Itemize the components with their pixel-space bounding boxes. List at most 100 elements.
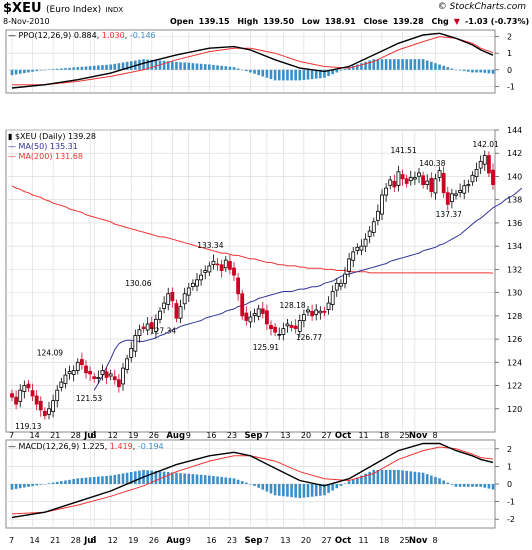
macd-legend-v3: -0.194 <box>137 442 164 451</box>
candle-up <box>334 282 339 291</box>
ppo-hist-bar <box>31 69 34 72</box>
x-tick-label-bottom: 19 <box>128 536 138 545</box>
price-annotation: 142.01 <box>473 140 499 149</box>
candle-down <box>240 293 245 317</box>
macd-hist-bar <box>442 480 445 484</box>
brand-watermark: © StockCharts.com <box>437 2 526 12</box>
macd-hist-bar <box>47 483 51 484</box>
candle-up <box>153 318 158 332</box>
candle-up <box>22 385 27 392</box>
ppo-legend: — PPO(12,26,9) 0.884, 1.030, -0.146 <box>8 31 156 40</box>
macd-hist-bar <box>245 482 248 484</box>
candle-up <box>412 177 417 180</box>
macd-hist-bar <box>347 481 351 484</box>
candle-up <box>466 184 471 187</box>
x-tick-label-bottom: 25 <box>400 536 410 545</box>
macd-hist-bar <box>302 484 306 498</box>
macd-hist-bar <box>446 482 450 484</box>
macd-hist-bar <box>282 484 285 497</box>
ppo-hist-bar <box>487 69 491 74</box>
macd-hist-bar <box>421 472 425 484</box>
ppo-hist-bar <box>10 69 14 76</box>
candle-down <box>170 291 175 302</box>
symbol-description: (Euro Index) <box>46 5 102 15</box>
candle-up <box>437 170 442 178</box>
candle-up <box>470 174 475 183</box>
macd-hist-bar <box>97 476 100 484</box>
ppo-hist-bar <box>273 69 277 81</box>
candle-up <box>482 155 487 165</box>
price-annotation: 133.34 <box>197 241 223 250</box>
macd-hist-bar <box>376 469 380 484</box>
ppo-hist-bar <box>327 69 330 76</box>
ppo-hist-bar <box>343 68 347 70</box>
ppo-hist-bar <box>55 68 59 70</box>
x-tick-label: 7 <box>264 431 269 440</box>
candle-up <box>347 258 352 272</box>
macd-hist-bar <box>434 476 437 484</box>
candle-down <box>293 325 298 330</box>
macd-hist-bar <box>105 475 108 484</box>
macd-hist-bar <box>18 484 22 489</box>
y-tick-label: -1 <box>507 82 515 91</box>
ppo-hist-bar <box>240 69 244 71</box>
macd-hist-bar <box>380 469 384 484</box>
ppo-hist-bar <box>393 59 396 70</box>
x-tick-label-bottom: 7 <box>9 536 14 545</box>
macd-legend-v2: 1.419 <box>109 442 133 451</box>
macd-legend-line-icon: — <box>8 442 16 451</box>
candle-up <box>462 185 467 194</box>
down-triangle-icon: ▼ <box>453 17 460 26</box>
price-annotation: 137.37 <box>436 210 462 219</box>
ppo-hist-bar <box>162 60 166 70</box>
price-annotation: 121.53 <box>76 394 102 403</box>
ppo-hist-bar <box>413 59 417 70</box>
macd-hist-bar <box>253 484 256 486</box>
ppo-hist-bar <box>302 69 306 80</box>
ppo-legend-name: PPO(12,26,9) <box>18 31 72 40</box>
candle-up <box>203 270 208 273</box>
candle-up <box>281 328 286 335</box>
candle-down <box>445 192 450 205</box>
y-tick-label: 136 <box>507 219 522 228</box>
candle-up <box>367 230 372 237</box>
macd-hist-bar <box>384 469 388 484</box>
ppo-hist-bar <box>76 67 80 70</box>
ppo-hist-bar <box>294 69 297 81</box>
candle-up <box>67 371 72 375</box>
ma50-legend: — MA(50) 135.31 <box>8 142 96 152</box>
ppo-hist-bar <box>269 69 273 80</box>
exchange: INDX <box>105 6 124 14</box>
candle-up <box>186 287 191 296</box>
ppo-hist-bar <box>129 61 133 70</box>
candle-up <box>96 377 101 379</box>
ppo-hist-bar <box>92 65 96 70</box>
ppo-hist-bar <box>417 59 421 70</box>
x-tick-label-bottom: 14 <box>30 536 40 545</box>
ppo-hist-bar <box>150 59 154 70</box>
ppo-hist-bar <box>101 65 104 70</box>
candle-down <box>219 264 224 271</box>
candle-up <box>301 314 306 321</box>
price-legend-candle-icon: ▮ <box>8 132 13 141</box>
macd-hist-bar <box>187 473 191 484</box>
ppo-hist-bar <box>195 63 199 70</box>
macd-hist-bar <box>125 472 129 484</box>
macd-hist-bar <box>343 483 347 485</box>
macd-hist-bar <box>113 474 117 484</box>
macd-hist-bar <box>203 475 207 484</box>
macd-hist-bar <box>286 484 289 497</box>
ppo-hist-bar <box>454 69 458 71</box>
macd-hist-bar <box>339 484 343 486</box>
candle-down <box>42 410 47 417</box>
ppo-hist-bar <box>384 59 388 70</box>
ppo-hist-bar <box>282 69 285 81</box>
macd-hist-bar <box>216 476 219 484</box>
candle-down <box>141 326 146 330</box>
macd-hist-bar <box>220 476 223 484</box>
ma200-line <box>11 185 494 274</box>
ppo-hist-bar <box>298 69 302 81</box>
macd-hist-bar <box>117 474 121 484</box>
macd-line <box>11 442 494 519</box>
candle-up <box>285 323 290 327</box>
